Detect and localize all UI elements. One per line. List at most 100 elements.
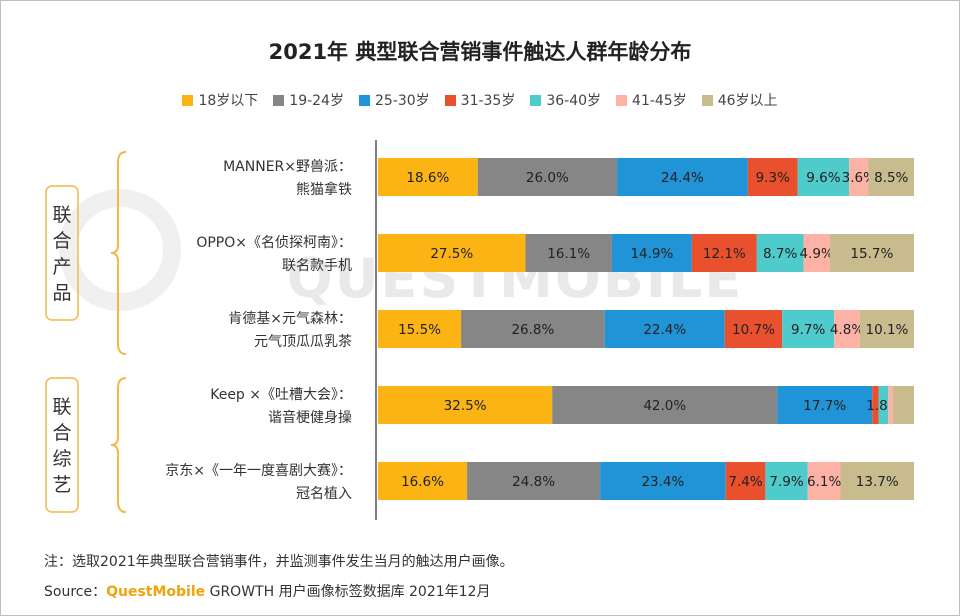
legend-label: 18岁以下	[198, 93, 259, 109]
bar-segment	[840, 462, 914, 500]
bar-segment	[878, 386, 889, 424]
bar-segment	[378, 462, 468, 500]
bar-segment	[777, 386, 873, 424]
data-label: 24.8%	[512, 474, 555, 490]
data-label: 17.7%	[803, 398, 846, 414]
bar-segment	[803, 234, 830, 272]
category-sublabel: 元气顶瓜瓜乳茶	[254, 334, 352, 350]
bar-segment	[691, 234, 757, 272]
category-sublabel: 熊猫拿铁	[296, 181, 352, 198]
bar-segment	[765, 462, 808, 500]
bar-segment	[525, 234, 612, 272]
bar-segment	[725, 462, 766, 500]
data-label: 6.1%	[807, 474, 841, 490]
bar-segment	[834, 310, 860, 348]
bar-segment	[611, 234, 692, 272]
legend-swatch	[444, 94, 456, 106]
legend-label: 36-40岁	[546, 93, 602, 109]
category-label: 京东×《一年一度喜剧大赛》：	[165, 463, 352, 479]
group-label-char: 品	[52, 282, 71, 304]
bar-segment	[868, 158, 914, 196]
legend-label: 46岁以上	[717, 93, 778, 109]
chart-title: 2021年 典型联合营销事件触达人群年龄分布	[268, 40, 692, 64]
data-label: 22.4%	[643, 322, 686, 338]
bar-segment	[378, 310, 462, 348]
group-label-box	[45, 185, 79, 321]
data-label: 32.5%	[444, 398, 487, 414]
bar-segment	[756, 234, 804, 272]
data-label: 24.4%	[661, 170, 704, 186]
bar-segment	[477, 158, 618, 196]
legend-swatch	[530, 94, 542, 106]
legend-item: 41-45岁	[616, 90, 687, 110]
group-label-char: 联	[52, 204, 71, 226]
data-label: 26.0%	[526, 170, 569, 186]
group-label-char: 合	[52, 230, 71, 252]
watermark-logo-ring	[59, 189, 181, 311]
group-bracket	[110, 377, 127, 513]
data-label: 4.9%	[799, 246, 833, 262]
bar-segment	[604, 310, 725, 348]
group-label-char: 产	[52, 256, 71, 278]
data-label: 8.5%	[874, 170, 908, 186]
category-label: 肯德基×元气森林：	[228, 310, 352, 327]
bar-segment	[872, 386, 879, 424]
data-label: 16.1%	[547, 246, 590, 262]
data-label: 15.7%	[850, 246, 893, 262]
data-label: 13.7%	[856, 474, 899, 490]
bar-segment	[888, 386, 894, 424]
bar-segment	[829, 234, 914, 272]
bar-segment	[461, 310, 605, 348]
bar-segment	[552, 386, 778, 424]
bar-segment	[724, 310, 783, 348]
chart-legend: 18岁以下 19-24岁 25-30岁 31-35岁 36-40岁 41-45岁 46岁以上	[0, 90, 960, 110]
data-label: 9.6%	[806, 170, 840, 186]
category-sublabel: 联名款手机	[282, 258, 352, 274]
legend-label: 25-30岁	[374, 93, 430, 109]
data-label: 10.7%	[732, 322, 775, 338]
data-label: 27.5%	[430, 246, 473, 262]
bar-segment	[378, 234, 526, 272]
group-label-char: 联	[52, 396, 71, 418]
bar-segment	[893, 386, 914, 424]
data-label: 15.5%	[398, 322, 441, 338]
source-brand: QuestMobile	[106, 584, 206, 600]
source-line: Source：QuestMobile GROWTH 用户画像标签数据库 2021…	[44, 581, 490, 601]
legend-swatch	[616, 94, 628, 106]
source-prefix: Source：	[44, 584, 107, 600]
group-label-char: 合	[52, 422, 71, 444]
data-label: 9.7%	[791, 322, 825, 338]
legend-item: 19-24岁	[273, 90, 344, 110]
group-label-box	[45, 377, 79, 513]
data-label: 3.6%	[842, 170, 876, 186]
legend-item: 25-30岁	[358, 90, 430, 110]
group-bracket	[110, 151, 127, 355]
data-label: 12.1%	[703, 246, 746, 262]
category-label: Keep ×《吐槽大会》：	[210, 387, 352, 403]
legend-label: 31-35岁	[460, 93, 516, 109]
data-label: 14.9%	[630, 246, 673, 262]
group-label-char: 艺	[52, 474, 71, 496]
data-label: 23.4%	[641, 474, 684, 490]
group-label-char: 综	[52, 448, 71, 470]
legend-label: 19-24岁	[289, 93, 344, 109]
legend-item: 36-40岁	[530, 90, 601, 110]
category-label: OPPO×《名侦探柯南》：	[196, 235, 352, 251]
data-label: 42.0%	[643, 398, 686, 414]
data-label: 18.6%	[406, 170, 449, 186]
data-label: 9.3%	[756, 170, 790, 186]
legend-item: 18岁以下	[182, 90, 258, 110]
legend-swatch	[273, 94, 285, 106]
bar-segment	[782, 310, 835, 348]
bar-segment	[849, 158, 869, 196]
data-label: 10.1%	[865, 322, 908, 338]
legend-swatch	[358, 94, 370, 106]
footnote: 注：选取2021年典型联合营销事件，并监测事件发生当月的触达用户画像。	[44, 554, 514, 570]
bar-segment	[378, 386, 553, 424]
legend-swatch	[182, 94, 194, 106]
bar-segment	[747, 158, 798, 196]
data-label: 26.8%	[511, 322, 554, 338]
category-sublabel: 冠名植入	[296, 486, 352, 502]
data-label: 7.4%	[728, 474, 762, 490]
